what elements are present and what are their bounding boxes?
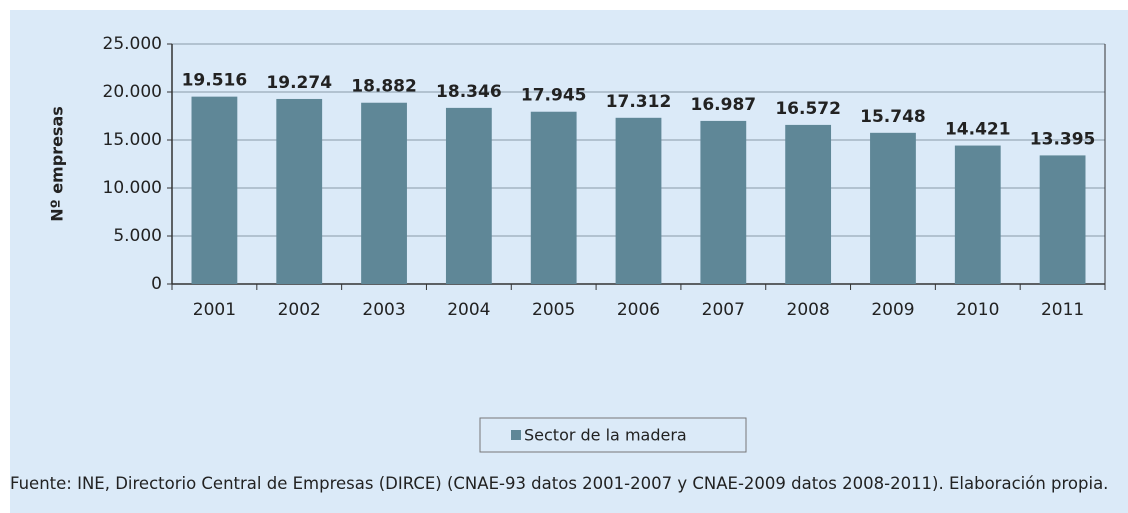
data-label: 18.882 — [351, 77, 417, 97]
bar — [785, 124, 832, 284]
y-tick-label: 10.000 — [103, 178, 162, 198]
data-label: 14.421 — [945, 120, 1011, 140]
x-tick-label: 2008 — [787, 300, 830, 320]
bar — [530, 111, 577, 284]
chart: Nº empresas 0 5.000 10.000 15.000 20.000 25.0… — [48, 34, 1106, 453]
y-tick-label: 5.000 — [113, 226, 162, 246]
data-label: 17.312 — [606, 92, 672, 112]
data-label: 17.945 — [521, 86, 587, 106]
data-label: 13.395 — [1030, 129, 1096, 149]
x-tick-label: 2002 — [278, 300, 321, 320]
bar — [191, 96, 238, 285]
bar — [954, 145, 1001, 284]
bar — [445, 107, 492, 284]
source-note: Fuente: INE, Directorio Central de Empre… — [10, 474, 1109, 493]
data-label: 18.346 — [436, 82, 502, 102]
x-tick-label: 2007 — [702, 300, 745, 320]
data-label: 15.748 — [860, 107, 926, 127]
y-axis-label: Nº empresas — [48, 106, 67, 222]
data-label: 19.274 — [266, 73, 332, 93]
y-tick-label: 0 — [151, 274, 162, 294]
x-tick-label: 2001 — [193, 300, 236, 320]
data-label: 19.516 — [182, 71, 248, 91]
bar — [361, 102, 407, 284]
y-tick-label: 15.000 — [103, 130, 162, 150]
bar — [870, 132, 916, 284]
data-label: 16.987 — [691, 95, 757, 115]
x-tick-label: 2009 — [871, 300, 914, 320]
data-label: 16.572 — [775, 99, 841, 119]
y-tick-label: 20.000 — [103, 82, 162, 102]
x-tick-label: 2010 — [956, 300, 999, 320]
x-tick-label: 2004 — [447, 300, 490, 320]
legend-swatch — [511, 430, 521, 440]
x-tick-label: 2011 — [1041, 300, 1084, 320]
x-tick-label: 2003 — [362, 300, 405, 320]
x-tick-label: 2006 — [617, 300, 660, 320]
bar — [615, 117, 662, 284]
legend-box — [479, 417, 747, 453]
bar — [700, 120, 747, 284]
bar — [1039, 155, 1086, 284]
bar — [276, 98, 323, 284]
x-tick-label: 2005 — [532, 300, 575, 320]
legend-label: Sector de la madera — [524, 426, 687, 445]
y-tick-label: 25.000 — [103, 34, 162, 54]
